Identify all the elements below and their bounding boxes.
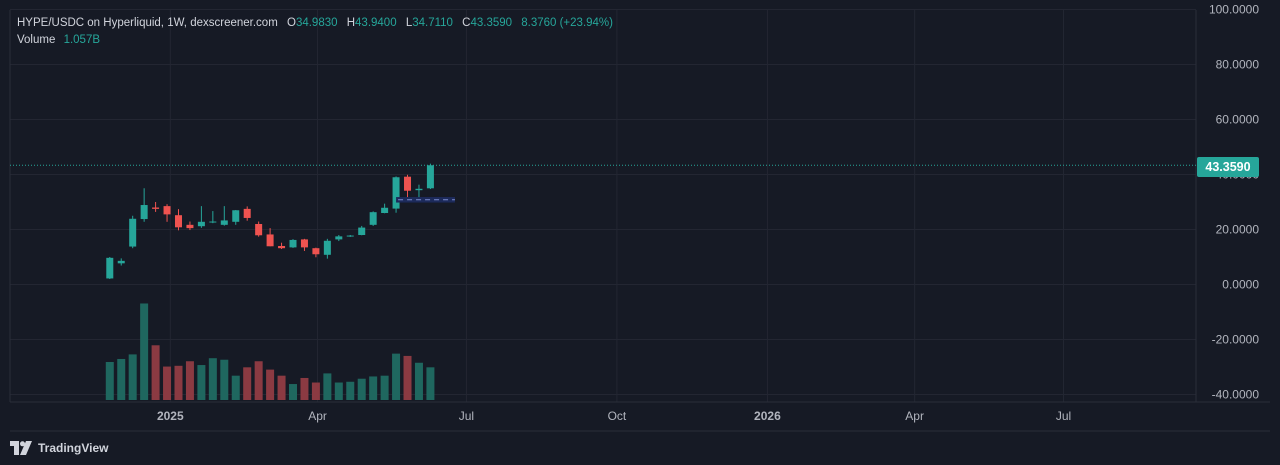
last-price-label: 43.3590 xyxy=(1197,157,1259,177)
time-axis-label: Jul xyxy=(1056,409,1071,423)
candle-body xyxy=(289,239,297,248)
volume-bar xyxy=(254,361,263,400)
volume-bar xyxy=(346,381,355,400)
legend-high-value: 43.9400 xyxy=(355,17,397,29)
time-axis-label: Apr xyxy=(905,409,924,423)
chart-overlay xyxy=(10,164,1196,203)
time-axis-label: Apr xyxy=(308,409,327,423)
tradingview-logo-icon xyxy=(10,441,32,455)
time-axis-label: Oct xyxy=(608,409,627,423)
candle-body xyxy=(232,210,240,222)
volume-bar xyxy=(266,369,275,400)
candle-body xyxy=(163,206,171,215)
price-axis-label: 20.0000 xyxy=(1216,223,1260,237)
chart-legend: HYPE/USDC on Hyperliquid, 1W, dexscreene… xyxy=(17,15,613,49)
legend-open-label: O xyxy=(286,17,296,29)
volume-bar xyxy=(208,358,217,400)
candle-body xyxy=(312,248,320,255)
time-axis-label: 2025 xyxy=(157,409,184,423)
legend-volume-label: Volume xyxy=(17,34,56,46)
volume-bar xyxy=(392,353,401,400)
volume-bar xyxy=(426,367,435,400)
price-axis-label: -20.0000 xyxy=(1212,333,1260,347)
volume-bar xyxy=(174,365,183,400)
legend-volume-value: 1.057B xyxy=(63,34,101,46)
candle-body xyxy=(358,227,366,235)
candle-body xyxy=(392,177,400,209)
volume-bar xyxy=(151,345,160,400)
legend-ohlc-row: HYPE/USDC on Hyperliquid, 1W, dexscreene… xyxy=(17,15,613,32)
time-axis[interactable]: 2025 Apr Jul Oct 2026 Apr Jul xyxy=(157,409,1071,423)
price-axis-label: 0.0000 xyxy=(1222,278,1259,292)
volume-bar xyxy=(105,362,114,400)
price-axis-label: 80.0000 xyxy=(1216,58,1260,72)
volume-bar xyxy=(414,362,423,400)
candle-body xyxy=(381,207,389,213)
candle-body xyxy=(266,234,274,247)
candle-body xyxy=(197,221,205,227)
candle-body xyxy=(243,208,251,218)
volume-bar xyxy=(140,303,149,400)
volume-bar xyxy=(243,367,252,400)
price-axis-label: -40.0000 xyxy=(1212,388,1260,402)
candle-body xyxy=(106,257,114,279)
volume-bar xyxy=(369,376,378,400)
candle-body xyxy=(255,224,263,236)
legend-close-label: C xyxy=(462,17,471,29)
time-axis-label: 2026 xyxy=(754,409,781,423)
volume-bar xyxy=(380,375,389,400)
legend-close-value: 43.3590 xyxy=(470,17,513,29)
time-axis-label: Jul xyxy=(459,409,474,423)
candle-body xyxy=(152,207,160,209)
volume-bar xyxy=(163,366,172,400)
candle-body xyxy=(278,246,286,249)
volume-bar xyxy=(197,365,206,400)
candle-body xyxy=(323,240,331,255)
volume-bar xyxy=(311,382,320,400)
volume-bar xyxy=(185,361,194,400)
candle-body xyxy=(415,188,423,191)
volume-bar xyxy=(323,373,332,400)
volume-bar xyxy=(300,377,309,400)
volume-bar xyxy=(289,384,298,400)
volume-bar xyxy=(403,355,412,400)
volume-bar xyxy=(357,378,366,400)
volume-bar xyxy=(128,354,137,400)
candle-body xyxy=(335,236,343,240)
price-axis-label: 100.0000 xyxy=(1209,3,1259,17)
candlesticks xyxy=(106,163,434,279)
candle-body xyxy=(300,239,308,248)
grid-lines xyxy=(9,9,1270,432)
candle-body xyxy=(404,176,412,191)
volume-bar xyxy=(231,375,240,400)
volume-bar xyxy=(277,375,286,400)
tradingview-branding[interactable]: TradingView xyxy=(10,440,108,456)
volume-bars xyxy=(105,303,435,400)
legend-change: 8.3760 (+23.94%) xyxy=(521,17,613,29)
candle-body xyxy=(174,215,182,228)
candle-body xyxy=(209,221,217,223)
candle-body xyxy=(369,212,377,225)
legend-low-value: 34.7110 xyxy=(412,17,453,29)
legend-high-label: H xyxy=(346,17,356,29)
tradingview-wordmark: TradingView xyxy=(38,441,109,455)
volume-bar xyxy=(117,358,126,400)
legend-open-value: 34.9830 xyxy=(295,17,338,29)
candle-body xyxy=(426,165,434,189)
candle-body xyxy=(220,220,228,225)
legend-low-label: L xyxy=(405,17,413,29)
price-axis[interactable]: 100.000080.000060.000040.000020.00000.00… xyxy=(1209,3,1259,402)
candle-body xyxy=(140,205,148,220)
candle-body xyxy=(346,235,354,237)
candle-body xyxy=(186,224,194,229)
legend-symbol: HYPE/USDC on Hyperliquid, 1W, dexscreene… xyxy=(17,17,278,29)
price-axis-label: 60.0000 xyxy=(1216,113,1260,127)
volume-bar xyxy=(334,382,343,400)
candle-body xyxy=(117,260,125,264)
legend-volume-row: Volume 1.057B xyxy=(17,32,613,49)
volume-bar xyxy=(220,359,229,400)
candle-body xyxy=(129,218,137,247)
